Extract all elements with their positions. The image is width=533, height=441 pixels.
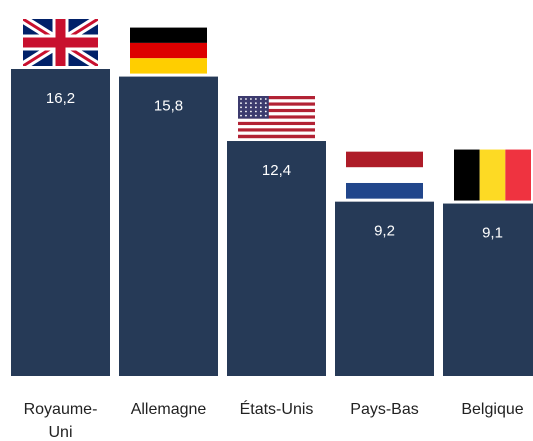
category-labels-group: Royaume- Uni Allemagne États-Unis Pays-Bas Be… <box>24 399 524 441</box>
netherlands-flag-icon <box>346 151 423 199</box>
category-label: Belgique <box>461 401 523 418</box>
value-label: 12,4 <box>262 162 291 179</box>
usa-flag-icon <box>238 96 315 139</box>
category-label: Pays-Bas <box>350 401 418 418</box>
value-labels-group: 16,2 15,8 12,4 9,2 9,1 <box>46 90 503 242</box>
uk-flag-icon <box>23 19 98 66</box>
value-label: 9,2 <box>374 223 395 240</box>
category-label: États-Unis <box>240 399 314 418</box>
bar-4 <box>335 201 434 376</box>
category-label: Uni <box>48 424 72 441</box>
flags-group <box>23 19 531 201</box>
germany-flag-icon <box>130 27 207 74</box>
bar-5 <box>443 203 533 376</box>
value-label: 16,2 <box>46 90 75 107</box>
bar-1 <box>11 69 110 376</box>
belgium-flag-icon <box>454 149 531 201</box>
bar-2 <box>119 76 218 376</box>
bars-group <box>11 69 533 376</box>
category-label: Allemagne <box>131 401 207 418</box>
category-label: Royaume- <box>24 401 98 418</box>
value-label: 15,8 <box>154 98 183 115</box>
bar-3 <box>227 141 326 376</box>
value-label: 9,1 <box>482 225 503 242</box>
